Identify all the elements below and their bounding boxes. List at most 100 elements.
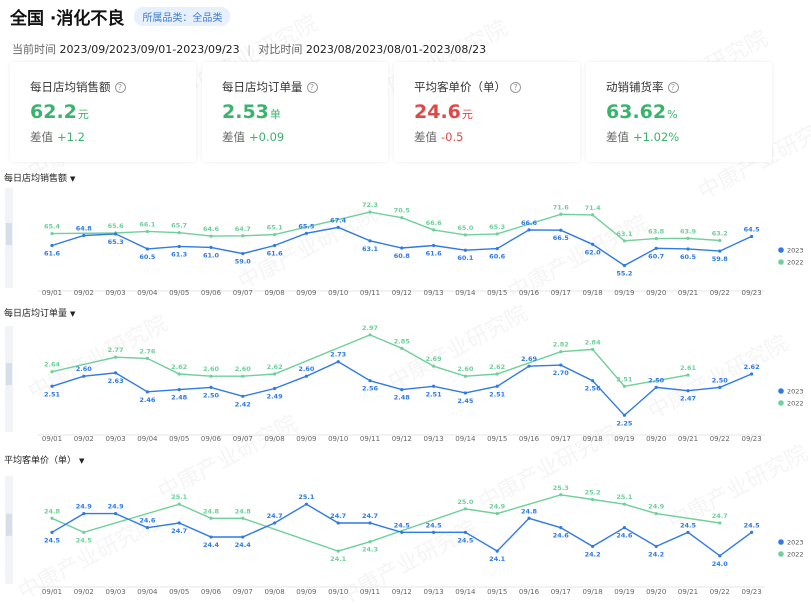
data-point-2023[interactable] [432, 530, 436, 534]
data-point-2023[interactable] [527, 516, 531, 520]
data-point-2022[interactable] [432, 228, 436, 232]
data-point-2023[interactable] [718, 385, 722, 389]
help-icon[interactable]: ? [114, 81, 126, 93]
data-point-2022[interactable] [209, 234, 213, 238]
data-point-2023[interactable] [718, 249, 722, 253]
data-point-2023[interactable] [177, 521, 181, 525]
data-point-2022[interactable] [273, 232, 277, 237]
data-point-2023[interactable] [622, 526, 627, 530]
data-point-2023[interactable] [209, 385, 213, 389]
legend-marker-2023[interactable] [778, 539, 784, 545]
data-point-2022[interactable] [177, 231, 181, 235]
data-point-2022[interactable] [686, 236, 690, 240]
data-point-2023[interactable] [273, 386, 277, 391]
data-point-2022[interactable] [50, 516, 54, 520]
data-point-2022[interactable] [336, 549, 340, 553]
data-point-2023[interactable] [559, 363, 563, 367]
data-point-2022[interactable] [559, 212, 563, 216]
data-point-2023[interactable] [463, 391, 467, 395]
legend-label-2023[interactable]: 2023 [787, 247, 804, 255]
data-point-2023[interactable] [654, 246, 658, 250]
data-point-2023[interactable] [304, 231, 308, 235]
data-point-2022[interactable] [495, 372, 499, 376]
data-point-2023[interactable] [750, 234, 754, 239]
data-point-2023[interactable] [114, 232, 118, 236]
data-point-2022[interactable] [50, 232, 54, 236]
scroll-thumb[interactable] [6, 223, 12, 245]
data-point-2023[interactable] [432, 243, 436, 248]
data-point-2023[interactable] [50, 384, 54, 388]
data-point-2022[interactable] [400, 216, 404, 220]
data-point-2022[interactable] [177, 502, 181, 506]
data-point-2022[interactable] [463, 507, 467, 511]
data-point-2022[interactable] [591, 213, 595, 217]
data-point-2023[interactable] [145, 526, 149, 530]
data-point-2022[interactable] [686, 373, 690, 377]
data-point-2023[interactable] [686, 530, 690, 534]
legend-marker-2023[interactable] [778, 247, 784, 253]
chart-title-sales[interactable]: 每日店均销售额 ▼ [4, 174, 76, 184]
scroll-thumb[interactable] [6, 513, 12, 536]
data-point-2022[interactable] [145, 356, 149, 360]
data-point-2023[interactable] [495, 247, 499, 251]
data-point-2022[interactable] [209, 516, 213, 520]
data-point-2022[interactable] [718, 238, 722, 243]
data-point-2022[interactable] [241, 516, 245, 520]
data-point-2022[interactable] [463, 233, 467, 237]
data-point-2023[interactable] [559, 228, 563, 232]
data-point-2022[interactable] [622, 384, 627, 388]
data-point-2023[interactable] [495, 384, 499, 388]
data-point-2023[interactable] [304, 502, 308, 506]
data-point-2022[interactable] [654, 511, 658, 516]
data-point-2023[interactable] [368, 239, 372, 243]
category-badge[interactable]: 所属品类：全品类 [134, 7, 231, 26]
data-point-2023[interactable] [145, 390, 149, 394]
data-point-2022[interactable] [718, 521, 722, 525]
data-point-2022[interactable] [495, 232, 499, 236]
data-point-2022[interactable] [241, 234, 245, 238]
chart-title-orders[interactable]: 每日店均订单量 ▼ [4, 309, 76, 319]
data-point-2022[interactable] [591, 347, 595, 352]
data-point-2023[interactable] [209, 535, 213, 539]
data-point-2023[interactable] [114, 511, 118, 516]
data-point-2023[interactable] [336, 360, 340, 364]
legend-marker-2023[interactable] [778, 388, 784, 394]
data-point-2022[interactable] [50, 370, 54, 374]
data-point-2022[interactable] [368, 333, 372, 337]
help-icon[interactable]: ? [510, 81, 521, 93]
data-point-2023[interactable] [463, 530, 467, 534]
legend-marker-2022[interactable] [778, 259, 784, 265]
data-point-2023[interactable] [82, 511, 86, 516]
data-point-2023[interactable] [686, 389, 690, 393]
data-point-2022[interactable] [241, 374, 245, 378]
legend-marker-2022[interactable] [778, 400, 784, 406]
data-point-2023[interactable] [750, 530, 754, 534]
data-point-2023[interactable] [336, 521, 340, 525]
data-point-2023[interactable] [400, 388, 404, 392]
data-point-2023[interactable] [82, 233, 86, 238]
data-point-2023[interactable] [336, 225, 340, 229]
data-point-2022[interactable] [400, 346, 404, 350]
data-point-2023[interactable] [622, 263, 627, 268]
data-point-2022[interactable] [145, 229, 149, 234]
data-point-2023[interactable] [718, 554, 722, 558]
data-point-2023[interactable] [463, 248, 467, 252]
data-point-2023[interactable] [368, 379, 372, 383]
legend-marker-2022[interactable] [778, 551, 784, 557]
data-point-2023[interactable] [559, 526, 563, 530]
data-point-2022[interactable] [559, 350, 563, 354]
data-point-2023[interactable] [527, 364, 531, 368]
data-point-2023[interactable] [622, 413, 627, 417]
help-icon[interactable]: ? [306, 81, 318, 93]
data-point-2022[interactable] [622, 239, 627, 243]
data-point-2023[interactable] [241, 535, 245, 539]
data-point-2023[interactable] [82, 374, 86, 378]
data-point-2022[interactable] [432, 364, 436, 368]
data-point-2023[interactable] [145, 247, 149, 251]
data-point-2023[interactable] [50, 530, 54, 534]
data-point-2023[interactable] [273, 521, 277, 525]
data-point-2023[interactable] [177, 388, 181, 392]
data-point-2023[interactable] [591, 379, 595, 383]
data-point-2023[interactable] [241, 252, 245, 256]
data-point-2022[interactable] [591, 497, 595, 502]
